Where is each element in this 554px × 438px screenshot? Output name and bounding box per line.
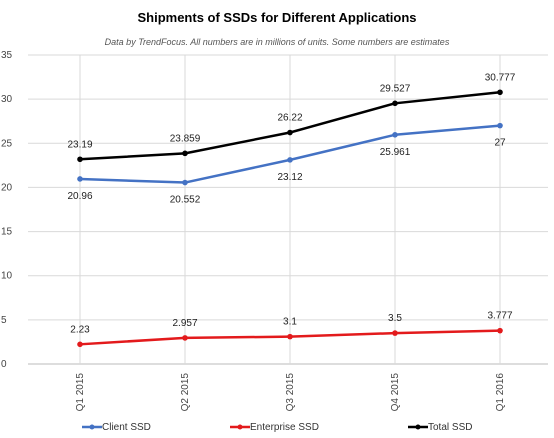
data-label: 23.12 [277,172,302,183]
chart-title: Shipments of SSDs for Different Applicat… [137,10,417,25]
data-label: 2.957 [172,318,197,329]
data-point [287,129,293,136]
data-point [182,179,188,186]
x-tick-label: Q4 2015 [390,373,401,412]
y-tick-label: 20 [1,182,13,193]
y-axis-ticks: 0 5 10 15 20 25 30 35 [1,50,13,370]
data-labels: 20.96 20.552 23.12 25.961 27 2.23 2.957 3.1 3.5 3… [67,72,515,335]
data-point [497,327,503,334]
y-tick-label: 5 [1,315,7,326]
x-tick-label: Q1 2015 [75,373,86,412]
legend-label: Client SSD [102,422,151,433]
data-label: 27 [494,138,506,149]
data-point [77,176,83,182]
data-label: 20.552 [170,195,201,206]
y-tick-label: 30 [1,94,13,105]
data-point [497,89,503,96]
y-tick-label: 35 [1,50,13,61]
data-point [392,330,398,336]
legend-marker [415,424,421,430]
legend-label: Enterprise SSD [250,422,319,433]
data-point [182,335,188,341]
data-point [182,150,188,157]
data-label: 23.859 [170,133,201,144]
x-axis-ticks: Q1 2015 Q2 2015 Q3 2015 Q4 2015 Q1 2016 [75,373,506,412]
chart-subtitle: Data by TrendFocus. All numbers are in m… [104,37,450,47]
y-tick-label: 15 [1,227,13,238]
gridlines [28,54,548,365]
x-tick-label: Q2 2015 [180,373,191,412]
series-layer [77,89,503,348]
data-label: 26.22 [277,113,302,124]
data-label: 25.961 [380,147,411,158]
data-label: 3.777 [487,311,512,322]
y-tick-label: 10 [1,271,13,282]
x-tick-label: Q3 2015 [285,373,296,412]
legend: Client SSD Enterprise SSD Total SSD [82,422,472,433]
data-point [392,132,398,138]
data-label: 2.23 [70,324,90,335]
legend-label: Total SSD [428,422,472,433]
data-label: 20.96 [67,191,92,202]
data-point [497,122,503,129]
data-label: 3.1 [283,317,297,328]
data-point [287,157,293,163]
data-point [77,156,83,163]
x-tick-label: Q1 2016 [495,373,506,412]
data-label: 30.777 [485,72,516,83]
legend-marker [237,424,243,430]
y-tick-label: 0 [1,359,7,370]
legend-marker [89,424,95,430]
data-point [77,341,83,348]
y-tick-label: 25 [1,138,13,149]
data-label: 3.5 [388,313,402,324]
data-label: 29.527 [380,83,411,94]
data-point [287,333,293,340]
data-label: 23.19 [67,139,92,150]
data-point [392,100,398,107]
